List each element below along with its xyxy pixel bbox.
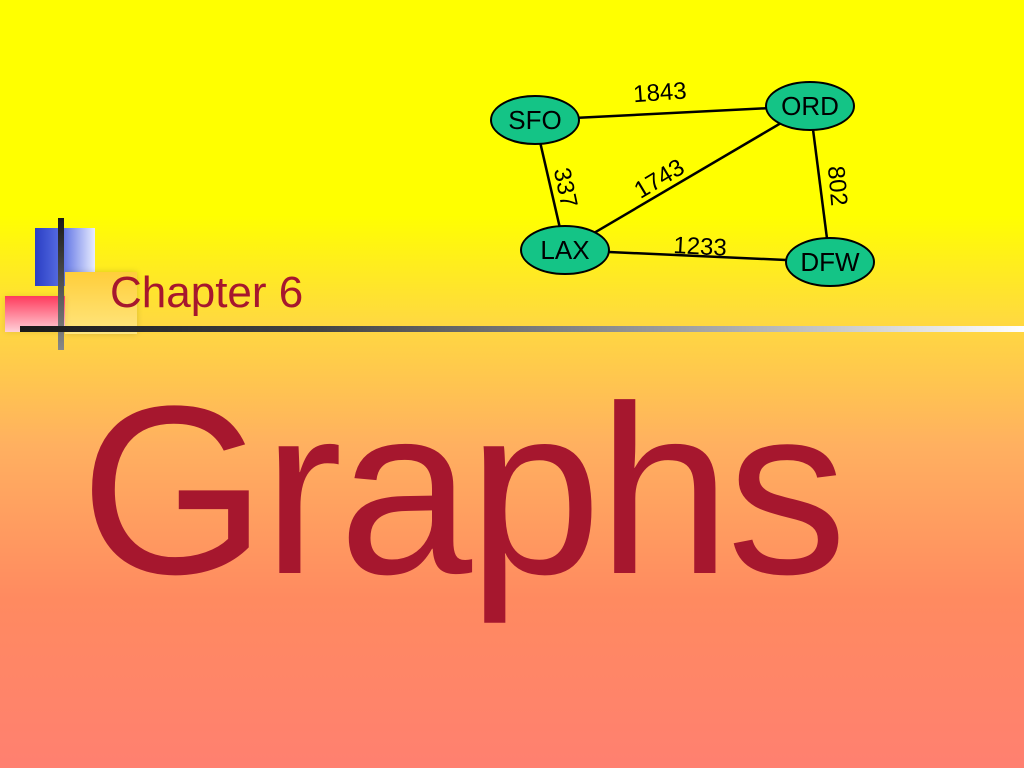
graph-node-label: ORD xyxy=(781,91,839,121)
graph-node-label: LAX xyxy=(540,235,589,265)
graph-edge xyxy=(579,108,766,118)
edge-weight: 1743 xyxy=(630,154,690,205)
chapter-label: Chapter 6 xyxy=(110,268,303,318)
graph-node-label: DFW xyxy=(800,247,860,277)
slide: Chapter 6 Graphs 184333717438021233SFOOR… xyxy=(0,0,1024,768)
graph-node-label: SFO xyxy=(508,105,561,135)
slide-title: Graphs xyxy=(80,370,843,610)
graph-edge xyxy=(595,124,780,233)
decor-horizontal-line xyxy=(20,326,1024,332)
edge-weight: 1233 xyxy=(673,232,728,262)
network-graph: 184333717438021233SFOORDLAXDFW xyxy=(460,70,940,290)
edge-weight: 802 xyxy=(822,165,852,207)
edge-weight: 1843 xyxy=(632,78,687,109)
